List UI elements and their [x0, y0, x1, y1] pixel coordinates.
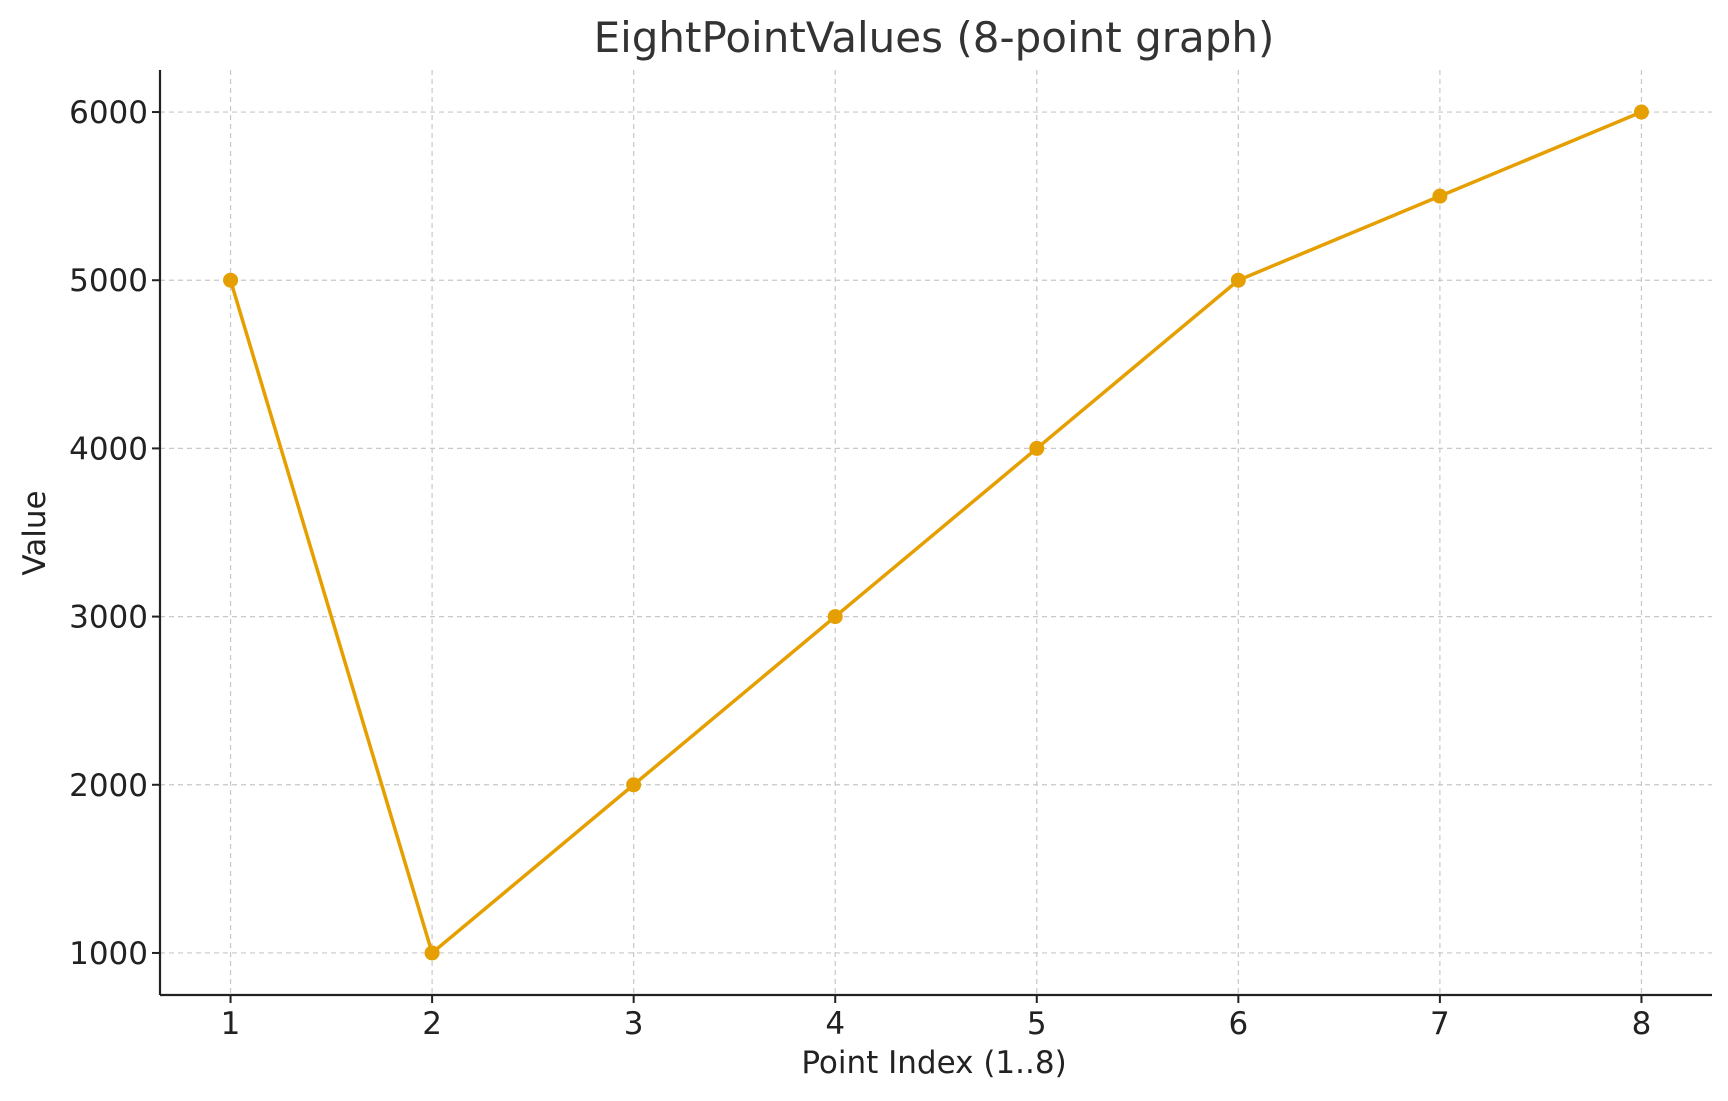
y-axis-label: Value [17, 490, 53, 575]
x-tick-label: 3 [624, 1006, 644, 1042]
chart-title: EightPointValues (8-point graph) [594, 13, 1275, 62]
y-tick-label: 5000 [69, 263, 148, 299]
grid [160, 70, 1712, 995]
x-axis-label: Point Index (1..8) [801, 1045, 1066, 1081]
x-tick-label: 4 [825, 1006, 845, 1042]
data-point [1432, 188, 1448, 204]
data-point [424, 945, 440, 961]
x-tick-label: 1 [221, 1006, 241, 1042]
y-tick-label: 4000 [69, 431, 148, 467]
data-point [626, 777, 642, 793]
data-point [1633, 104, 1649, 120]
x-tick-label: 7 [1430, 1006, 1450, 1042]
x-tick-label: 6 [1228, 1006, 1248, 1042]
ticks: 1 2 3 4 5 6 7 8 1000 2000 3000 4000 5000 6000 [69, 95, 1651, 1042]
x-tick-label: 5 [1027, 1006, 1047, 1042]
x-tick-label: 8 [1632, 1006, 1652, 1042]
data-point [1230, 272, 1246, 288]
series-line [228, 110, 1644, 955]
series [223, 104, 1649, 961]
data-point [223, 272, 239, 288]
data-point [1029, 440, 1045, 456]
y-tick-label: 6000 [69, 95, 148, 131]
x-tick-label: 2 [422, 1006, 442, 1042]
y-tick-label: 2000 [69, 768, 148, 804]
axes [158, 70, 1712, 997]
data-point [827, 609, 843, 625]
y-tick-label: 1000 [69, 936, 148, 972]
y-tick-label: 3000 [69, 600, 148, 636]
